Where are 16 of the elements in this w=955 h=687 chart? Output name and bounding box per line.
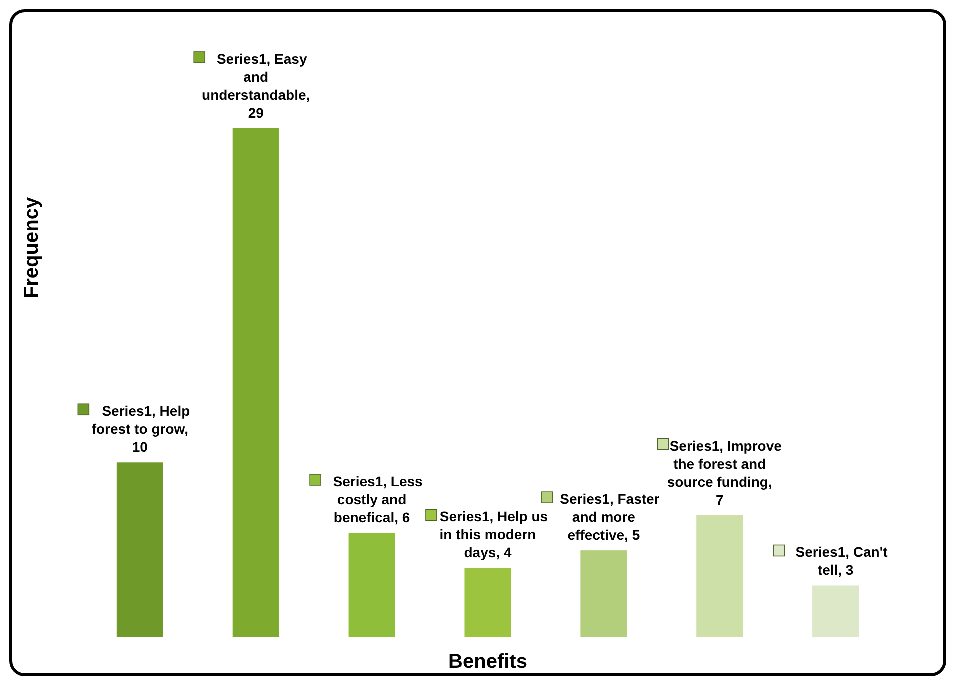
- data-label: Series1, Improve the forest and source funding, 7: [667, 438, 782, 508]
- data-label: Series1, Help forest to grow, 10: [92, 403, 190, 456]
- bar: [464, 567, 512, 638]
- bar: [812, 584, 860, 638]
- y-axis-title: Frequency: [21, 196, 43, 299]
- x-axis-title: Benefits: [448, 651, 528, 673]
- data-label: Series1, Help us in this modern days, 4: [440, 508, 548, 561]
- data-label: Series1, Faster and more effective, 5: [560, 491, 660, 544]
- bar: [348, 532, 396, 638]
- bar: [580, 550, 628, 638]
- bar: [696, 514, 744, 638]
- data-label: Series1, Can't tell, 3: [796, 544, 888, 578]
- bar: [232, 128, 280, 638]
- data-label: Series1, Less costly and benefical, 6: [333, 473, 424, 526]
- bar: [116, 462, 164, 638]
- data-label: Series1, Easy and understandable, 29: [202, 51, 310, 121]
